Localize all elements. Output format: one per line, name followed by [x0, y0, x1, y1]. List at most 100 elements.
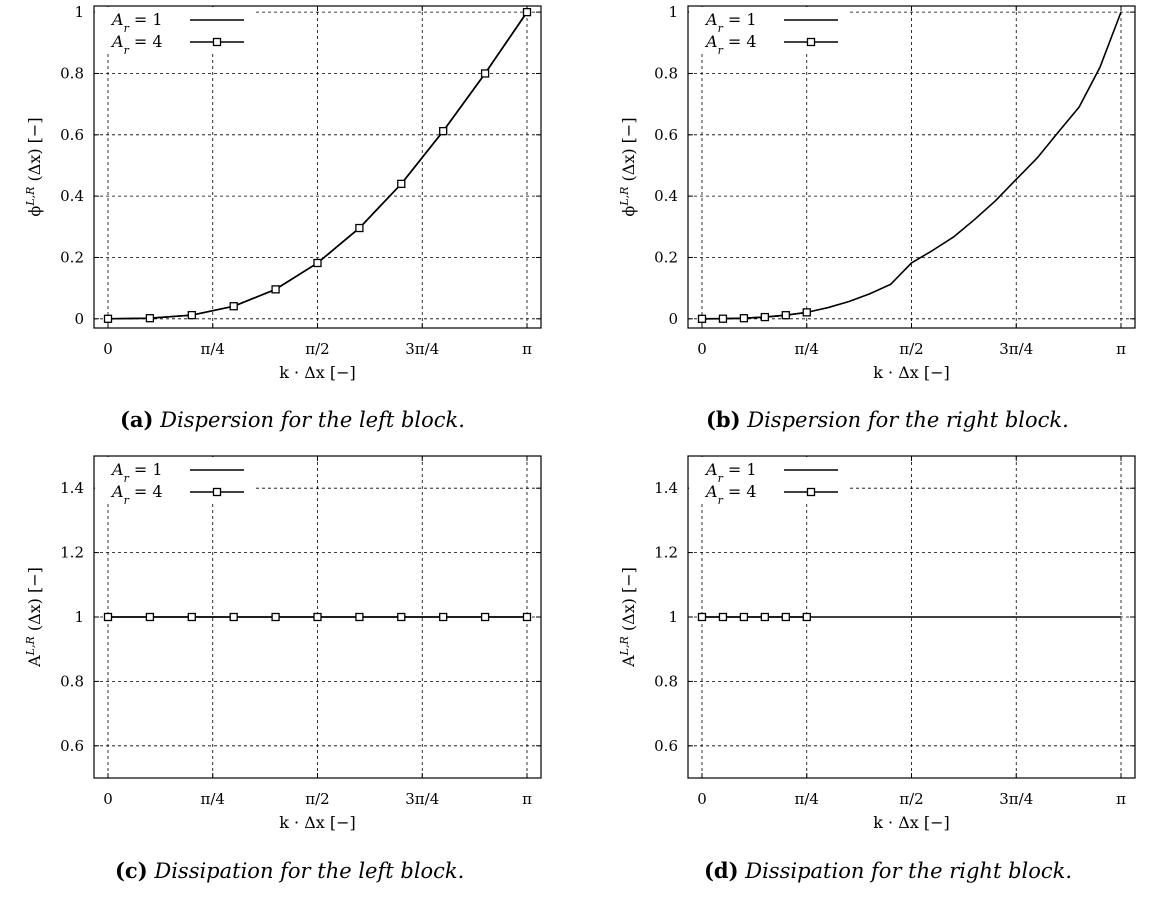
x-tick-label: π/2	[899, 790, 923, 808]
data-point	[781, 612, 790, 622]
legend-marker	[212, 487, 222, 497]
y-tick-label: 1	[668, 3, 678, 21]
data-point	[187, 612, 196, 622]
x-tick-label: 0	[103, 340, 113, 358]
y-tick-label: 0	[668, 310, 678, 328]
y-tick-label: 1	[668, 608, 678, 626]
chart-b: 0 π/4 π/2 3π/4 π 0 0.2 0.4 0.6 0.8 1 k · Δx [−] ϕL,R…	[618, 3, 1136, 382]
y-tick-label: 0.4	[60, 187, 84, 205]
caption-a-text: Dispersion for the left block.	[160, 408, 465, 432]
x-tick-label: 3π/4	[999, 790, 1033, 808]
y-tick-label: 0.8	[654, 672, 678, 690]
caption-d-text: Dissipation for the right block.	[745, 859, 1073, 883]
x-tick-label: π/2	[899, 340, 923, 358]
data-point	[781, 311, 790, 320]
x-axis-label: k · Δx [−]	[873, 813, 950, 832]
data-point	[739, 314, 749, 323]
caption-b-text: Dispersion for the right block.	[747, 408, 1069, 432]
data-point	[397, 179, 406, 189]
grid	[94, 6, 541, 328]
data-point	[718, 314, 728, 323]
legend-background	[95, 7, 253, 53]
x-tick-label: π/4	[201, 340, 225, 358]
caption-b: (b) Dispersion for the right block.	[706, 407, 1069, 432]
x-tick-label: π/2	[305, 340, 329, 358]
caption-c-text: Dissipation for the left block.	[154, 859, 465, 883]
data-point	[271, 612, 280, 622]
legend-background	[689, 457, 847, 503]
x-tick-label: 0	[103, 790, 113, 808]
series-2	[103, 612, 532, 622]
x-tick-label: 3π/4	[405, 790, 439, 808]
series-2	[697, 612, 811, 622]
y-tick-label: 0.6	[60, 126, 84, 144]
data-point	[187, 310, 196, 320]
data-point	[522, 7, 532, 17]
y-axis-label: ϕL,R (Δx) [−]	[24, 117, 45, 216]
data-point	[439, 126, 448, 136]
data-point	[229, 302, 238, 311]
legend: Ar = 1Ar = 4	[689, 7, 847, 57]
y-tick-label: 0.6	[654, 737, 678, 755]
data-point	[145, 314, 155, 323]
caption-d: (d) Dissipation for the right block.	[704, 858, 1072, 883]
grid	[688, 6, 1135, 328]
data-point	[697, 612, 707, 622]
legend-marker	[212, 37, 222, 47]
y-tick-label: 1	[74, 608, 84, 626]
legend: Ar = 1Ar = 4	[689, 457, 847, 507]
x-axis-label: k · Δx [−]	[279, 813, 356, 832]
y-axis-label: AL,R (Δx) [−]	[24, 567, 45, 668]
data-point	[480, 69, 490, 78]
data-point	[313, 258, 322, 268]
data-point	[355, 612, 364, 622]
legend-label: Ar = 1	[110, 10, 163, 35]
x-tick-label: π	[522, 340, 532, 358]
caption-d-label: (d)	[704, 858, 739, 883]
data-point	[718, 612, 728, 622]
data-point	[802, 612, 811, 622]
caption-c-label: (c)	[115, 858, 148, 883]
legend-label: Ar = 4	[704, 32, 757, 57]
panel-b: 0 π/4 π/2 3π/4 π 0 0.2 0.4 0.6 0.8 1 k · Δx [−] ϕL,R…	[594, 0, 1149, 432]
legend-label: Ar = 4	[704, 482, 757, 507]
legend-label: Ar = 4	[110, 32, 163, 57]
x-tick-label: 0	[697, 340, 707, 358]
data-point	[397, 612, 406, 622]
data-point	[439, 612, 448, 622]
legend-label: Ar = 1	[704, 460, 757, 485]
x-tick-label: π/4	[795, 340, 819, 358]
legend-background	[689, 7, 847, 53]
caption-c: (c) Dissipation for the left block.	[115, 858, 464, 883]
chart-d: 0 π/4 π/2 3π/4 π 0.6 0.8 1 1.2 1.4 k · Δx [−] AL,R …	[618, 455, 1136, 832]
y-tick-label: 1.4	[654, 479, 678, 497]
legend-label: Ar = 1	[110, 460, 163, 485]
data-point	[480, 612, 490, 622]
series-2	[697, 308, 811, 323]
legend-marker	[806, 37, 816, 47]
y-axis-label: ϕL,R (Δx) [−]	[618, 117, 639, 216]
x-axis-label: k · Δx [−]	[873, 363, 950, 382]
legend-label: Ar = 1	[704, 10, 757, 35]
legend: Ar = 1Ar = 4	[95, 457, 253, 507]
legend: Ar = 1Ar = 4	[95, 7, 253, 57]
data-point	[355, 223, 364, 233]
y-tick-label: 0.2	[60, 248, 84, 266]
legend-marker	[806, 487, 816, 497]
data-point	[229, 612, 238, 622]
x-tick-label: π/4	[201, 790, 225, 808]
x-tick-label: 0	[697, 790, 707, 808]
panel-d: 0 π/4 π/2 3π/4 π 0.6 0.8 1 1.2 1.4 k · Δx [−] AL,R …	[594, 450, 1149, 883]
y-tick-label: 1.2	[654, 544, 678, 562]
data-point	[802, 308, 811, 317]
series-2	[103, 7, 532, 323]
x-tick-label: 3π/4	[405, 340, 439, 358]
panel-c: 0 π/4 π/2 3π/4 π 0.6 0.8 1 1.2 1.4 k · Δx [−] AL,R …	[0, 450, 555, 883]
data-point	[313, 612, 322, 622]
data-point	[739, 612, 749, 622]
x-tick-label: π	[1116, 340, 1126, 358]
data-point	[145, 612, 155, 622]
y-tick-label: 0.8	[654, 64, 678, 82]
x-axis-label: k · Δx [−]	[279, 363, 356, 382]
x-tick-label: π/2	[305, 790, 329, 808]
